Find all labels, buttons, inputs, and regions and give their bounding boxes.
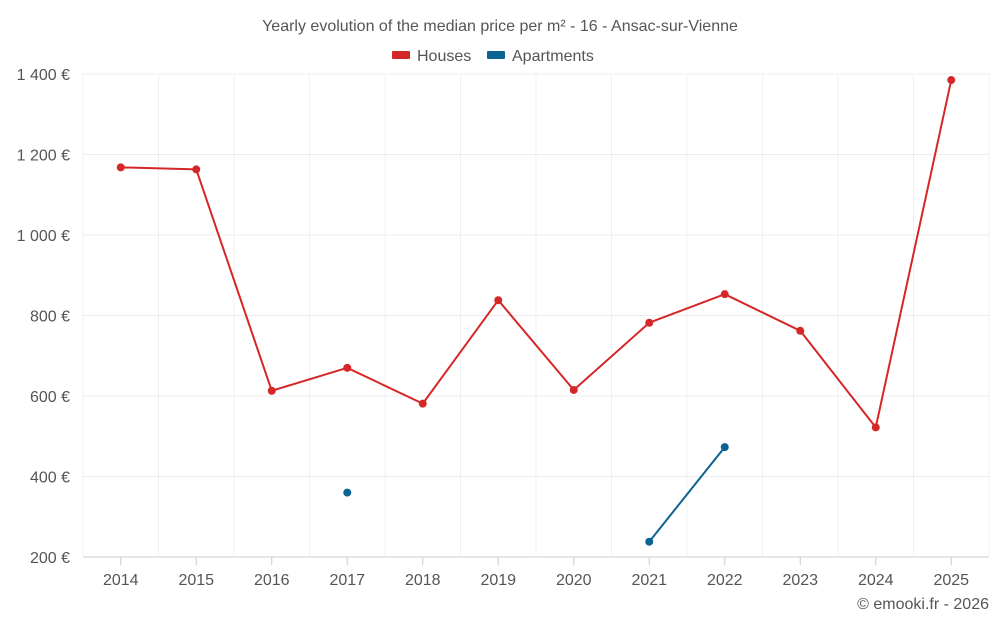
x-tick-label: 2025 xyxy=(933,572,969,589)
series-line-houses xyxy=(120,79,953,429)
x-tick-label: 2019 xyxy=(480,572,516,589)
series-houses xyxy=(116,76,956,432)
legend-label-apartments: Apartments xyxy=(512,48,594,65)
data-point-houses[interactable] xyxy=(871,423,880,432)
x-tick-label: 2015 xyxy=(178,572,214,589)
series-line-apartments xyxy=(648,446,726,543)
x-tick-label: 2021 xyxy=(631,572,667,589)
legend: Houses Apartments xyxy=(392,48,594,65)
y-tick-label: 1 400 € xyxy=(17,67,70,84)
chart-title: Yearly evolution of the median price per… xyxy=(262,18,738,35)
series-layer xyxy=(116,76,956,546)
legend-item-houses[interactable]: Houses xyxy=(392,48,471,65)
data-point-houses[interactable] xyxy=(569,385,578,394)
x-tick-label: 2016 xyxy=(254,572,290,589)
data-point-houses[interactable] xyxy=(947,76,956,85)
x-tick-label: 2024 xyxy=(858,572,894,589)
data-point-houses[interactable] xyxy=(645,318,654,327)
x-tick-label: 2023 xyxy=(782,572,818,589)
data-point-apartments[interactable] xyxy=(343,488,352,497)
y-tick-label: 1 200 € xyxy=(17,148,70,165)
y-tick-label: 1 000 € xyxy=(17,228,70,245)
data-point-houses[interactable] xyxy=(418,399,427,408)
legend-label-houses: Houses xyxy=(417,48,471,65)
data-point-houses[interactable] xyxy=(267,386,276,395)
legend-item-apartments[interactable]: Apartments xyxy=(487,48,594,65)
x-tick-label: 2014 xyxy=(103,572,139,589)
data-point-houses[interactable] xyxy=(192,165,201,174)
x-tick-label: 2018 xyxy=(405,572,441,589)
data-point-houses[interactable] xyxy=(494,296,503,305)
x-tick-label: 2022 xyxy=(707,572,743,589)
y-tick-label: 200 € xyxy=(30,550,70,567)
credit-text: © emooki.fr - 2026 xyxy=(857,596,989,613)
data-point-apartments[interactable] xyxy=(645,537,654,546)
y-tick-label: 800 € xyxy=(30,309,70,326)
grid xyxy=(82,73,990,558)
series-apartments xyxy=(343,443,729,546)
legend-swatch-apartments xyxy=(487,51,505,59)
x-axis: 2014 2015 2016 2017 2018 2019 2020 2021 2022 2023… xyxy=(103,557,969,589)
x-tick-label: 2020 xyxy=(556,572,592,589)
data-point-houses[interactable] xyxy=(720,290,729,299)
x-tick-label: 2017 xyxy=(329,572,365,589)
data-point-houses[interactable] xyxy=(116,163,125,172)
data-point-houses[interactable] xyxy=(343,363,352,372)
y-tick-label: 600 € xyxy=(30,389,70,406)
y-tick-label: 400 € xyxy=(30,470,70,487)
data-point-apartments[interactable] xyxy=(720,443,729,452)
data-point-houses[interactable] xyxy=(796,326,805,335)
legend-swatch-houses xyxy=(392,51,410,59)
y-axis: 200 € 400 € 600 € 800 € 1 000 € 1 200 € 1 400 … xyxy=(17,67,70,567)
